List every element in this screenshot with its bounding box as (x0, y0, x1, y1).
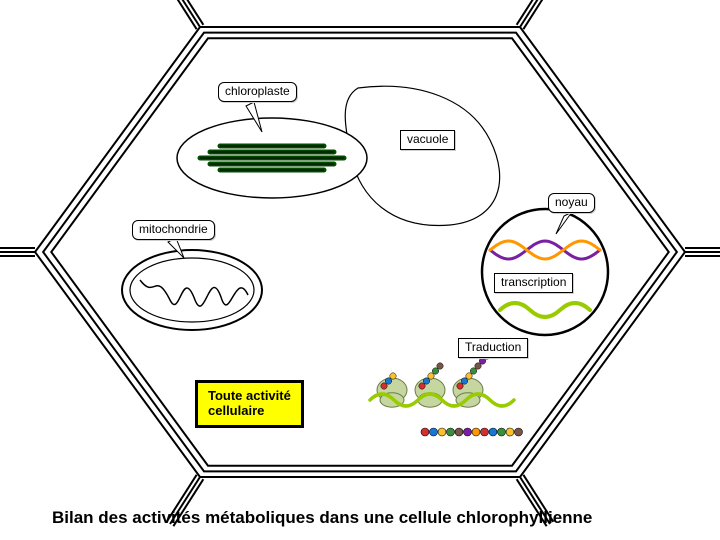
label-vacuole: vacuole (400, 130, 455, 150)
label-chloroplaste: chloroplaste (218, 82, 297, 102)
figure-caption: Bilan des activités métaboliques dans un… (52, 508, 592, 528)
label-mitochondrie: mitochondrie (132, 220, 215, 240)
label-transcription: transcription (494, 273, 573, 293)
highlight-activite-cellulaire: Toute activité cellulaire (195, 380, 304, 428)
label-traduction: Traduction (458, 338, 528, 358)
cell-diagram-svg (0, 0, 720, 540)
label-noyau: noyau (548, 193, 595, 213)
